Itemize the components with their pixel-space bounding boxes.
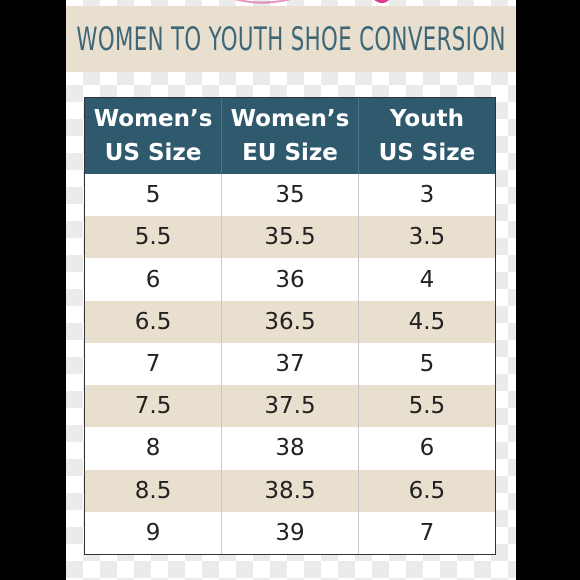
table-cell: 36 [221,258,359,301]
table-row: 5.5 35.5 3.5 [85,216,495,259]
table-cell: 35 [221,174,359,217]
conversion-table: Women’s US Size Women’s EU Size Youth US… [84,97,496,555]
table-cell: 7 [358,511,495,554]
table-cell: 5 [358,342,495,386]
table-cell: 3.5 [358,216,495,259]
table-cell: 38 [221,427,359,470]
table-cell: 6.5 [85,300,223,343]
header-womens-eu-size: Women’s EU Size [221,98,359,174]
header-line: Women’s [93,106,213,132]
table-cell: 9 [85,511,223,554]
title-banner: WOMEN TO YOUTH SHOE CONVERSION [66,6,516,72]
table-cell: 5.5 [358,385,495,428]
table-row: 7.5 37.5 5.5 [85,385,495,428]
table-cell: 5.5 [85,216,223,259]
logo-script-fragment [234,0,389,4]
table-header-row: Women’s US Size Women’s EU Size Youth US… [85,98,495,174]
header-line: Youth [389,106,464,132]
table-cell: 36.5 [221,300,359,343]
table-row: 6 36 4 [85,258,495,301]
table-cell: 39 [221,511,359,554]
table-row: 8.5 38.5 6.5 [85,469,495,512]
table-cell: 7.5 [85,385,223,428]
table-cell: 35.5 [221,216,359,259]
table-cell: 6 [358,427,495,470]
header-line: US Size [378,140,476,166]
table-cell: 37 [221,342,359,386]
table-cell: 6.5 [358,469,495,512]
table-cell: 3 [358,174,495,217]
table-cell: 4 [358,258,495,301]
table-row: 5 35 3 [85,174,495,217]
table-row: 6.5 36.5 4.5 [85,300,495,343]
table-cell: 7 [85,342,223,386]
page: WOMEN TO YOUTH SHOE CONVERSION Women’s U… [66,0,516,580]
table-cell: 8.5 [85,469,223,512]
header-line: EU Size [242,140,338,166]
table-row: 7 37 5 [85,342,495,386]
table-row: 8 38 6 [85,427,495,470]
header-youth-us-size: Youth US Size [358,98,495,174]
table-cell: 8 [85,427,223,470]
table-cell: 5 [85,174,223,217]
page-title: WOMEN TO YOUTH SHOE CONVERSION [76,20,506,58]
table-row: 9 39 7 [85,511,495,554]
table-cell: 4.5 [358,300,495,343]
header-womens-us-size: Women’s US Size [85,98,223,174]
header-line: US Size [104,140,202,166]
table-cell: 38.5 [221,469,359,512]
table-cell: 6 [85,258,223,301]
table-cell: 37.5 [221,385,359,428]
header-line: Women’s [230,106,350,132]
